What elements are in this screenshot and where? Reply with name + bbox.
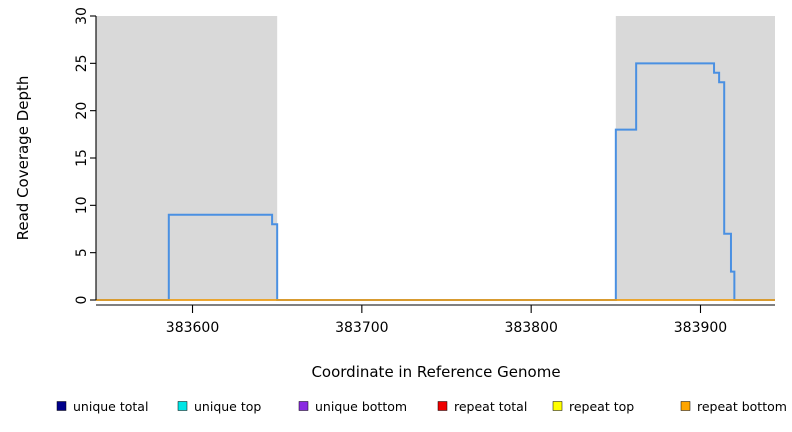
y-axis: 0 5 10 15 20 25 30 [74, 7, 97, 304]
y-axis-title: Read Coverage Depth [14, 76, 32, 241]
data-series-group [96, 62, 775, 301]
y-tick-label: 25 [74, 54, 90, 72]
legend-label-unique-bottom: unique bottom [315, 399, 407, 414]
legend-swatch-unique-bottom [298, 401, 309, 411]
x-tick-label: 383900 [674, 320, 727, 336]
series-unique-total [96, 62, 775, 301]
repeat-region-right [615, 16, 775, 300]
legend-swatch-unique-top [177, 401, 188, 411]
legend-swatch-repeat-total [437, 401, 448, 411]
legend-swatch-unique-total [56, 401, 67, 411]
legend-label-unique-total: unique total [73, 399, 148, 414]
chart-legend: unique total unique top unique bottom repea… [56, 399, 787, 414]
legend-label-repeat-top: repeat top [569, 399, 634, 414]
y-tick-label: 20 [74, 102, 90, 120]
x-tick-label: 383800 [504, 320, 557, 336]
legend-label-unique-top: unique top [194, 399, 261, 414]
x-axis-title: Coordinate in Reference Genome [311, 363, 560, 381]
y-tick-label: 5 [74, 248, 90, 257]
x-tick-label: 383600 [166, 320, 219, 336]
x-tick-label: 383700 [335, 320, 388, 336]
legend-swatch-repeat-bottom [680, 401, 691, 411]
y-axis-ticks: 0 5 10 15 20 25 30 [74, 7, 96, 304]
y-tick-label: 15 [74, 149, 90, 167]
y-tick-label: 10 [74, 196, 90, 214]
legend-swatch-repeat-top [552, 401, 563, 411]
legend-label-repeat-total: repeat total [454, 399, 527, 414]
x-axis: 383600 383700 383800 383900 [96, 304, 775, 336]
x-axis-ticks: 383600 383700 383800 383900 [166, 305, 727, 336]
y-tick-label: 0 [74, 296, 90, 305]
repeat-region-left [96, 16, 278, 300]
legend-label-repeat-bottom: repeat bottom [697, 399, 787, 414]
y-tick-label: 30 [74, 7, 90, 25]
